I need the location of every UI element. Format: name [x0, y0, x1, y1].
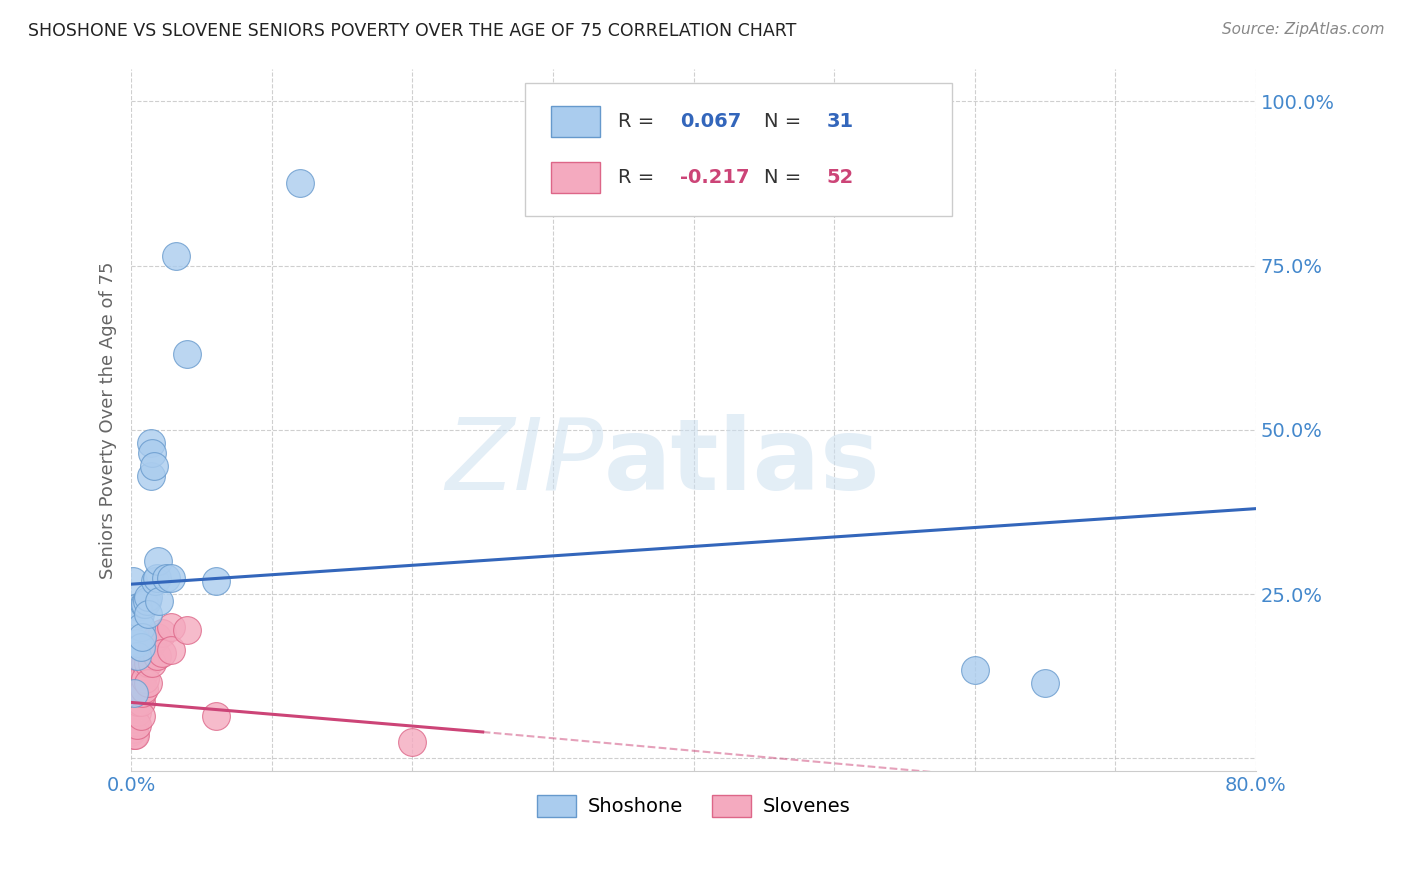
Point [120, 715, 142, 730]
Point [136, 591, 159, 605]
Point [124, 702, 146, 716]
Point [129, 659, 152, 673]
Point [136, 656, 159, 670]
Point [141, 656, 163, 670]
Point [127, 695, 149, 709]
Point [125, 649, 148, 664]
Text: 0.067: 0.067 [681, 112, 741, 131]
Point [129, 679, 152, 693]
Point [141, 636, 163, 650]
Point [128, 663, 150, 677]
Point [120, 725, 142, 739]
Text: atlas: atlas [603, 414, 880, 510]
Point [121, 712, 143, 726]
Point [120, 702, 142, 716]
Point [121, 698, 143, 713]
Point [145, 630, 167, 644]
Point [124, 679, 146, 693]
Legend: Shoshone, Slovenes: Shoshone, Slovenes [529, 787, 858, 825]
Point [127, 600, 149, 615]
Point [150, 626, 173, 640]
Point [129, 695, 152, 709]
Point [121, 722, 143, 736]
Point [159, 620, 181, 634]
Point [128, 607, 150, 621]
Point [129, 640, 152, 654]
Point [204, 574, 226, 588]
Point [963, 663, 986, 677]
Text: 52: 52 [827, 168, 853, 187]
Point [150, 646, 173, 660]
Point [122, 718, 145, 732]
Point [159, 643, 181, 657]
Y-axis label: Seniors Poverty Over the Age of 75: Seniors Poverty Over the Age of 75 [100, 261, 117, 579]
Point [125, 692, 148, 706]
Point [134, 597, 156, 611]
Text: R =: R = [619, 112, 661, 131]
Text: 31: 31 [827, 112, 853, 131]
Text: SHOSHONE VS SLOVENE SENIORS POVERTY OVER THE AGE OF 75 CORRELATION CHART: SHOSHONE VS SLOVENE SENIORS POVERTY OVER… [28, 22, 796, 40]
Point [136, 607, 159, 621]
Point [122, 689, 145, 703]
Point [135, 593, 157, 607]
Point [401, 735, 423, 749]
Point [124, 715, 146, 730]
Point [145, 571, 167, 585]
Point [127, 682, 149, 697]
Point [120, 695, 142, 709]
Point [143, 574, 166, 588]
Point [128, 679, 150, 693]
Point [134, 656, 156, 670]
Point [139, 468, 162, 483]
Point [155, 571, 177, 585]
Point [176, 347, 198, 361]
Point [288, 177, 311, 191]
Point [165, 249, 187, 263]
Point [1033, 675, 1056, 690]
Point [139, 436, 162, 450]
Point [125, 636, 148, 650]
Point [122, 698, 145, 713]
Text: N =: N = [765, 168, 808, 187]
Point [141, 446, 163, 460]
Point [125, 675, 148, 690]
Point [121, 706, 143, 720]
Point [148, 593, 170, 607]
Point [131, 630, 153, 644]
Point [136, 675, 159, 690]
Text: Source: ZipAtlas.com: Source: ZipAtlas.com [1222, 22, 1385, 37]
Point [132, 682, 155, 697]
Point [125, 706, 148, 720]
Point [129, 708, 152, 723]
Point [129, 620, 152, 634]
Point [125, 718, 148, 732]
Point [176, 623, 198, 637]
Point [159, 571, 181, 585]
Text: N =: N = [765, 112, 808, 131]
Text: R =: R = [619, 168, 661, 187]
FancyBboxPatch shape [551, 106, 600, 136]
Point [124, 692, 146, 706]
Point [121, 574, 143, 588]
Point [132, 597, 155, 611]
Point [142, 458, 165, 473]
Point [127, 665, 149, 680]
FancyBboxPatch shape [524, 83, 952, 216]
Point [122, 728, 145, 742]
Point [146, 554, 169, 568]
Text: ZIP: ZIP [446, 414, 603, 510]
Point [204, 708, 226, 723]
FancyBboxPatch shape [551, 162, 600, 193]
Point [132, 665, 155, 680]
Point [120, 708, 142, 723]
Point [131, 685, 153, 699]
Point [134, 673, 156, 687]
Text: -0.217: -0.217 [681, 168, 749, 187]
Point [122, 708, 145, 723]
Point [124, 728, 146, 742]
Point [145, 649, 167, 664]
Point [122, 685, 145, 699]
Point [131, 669, 153, 683]
